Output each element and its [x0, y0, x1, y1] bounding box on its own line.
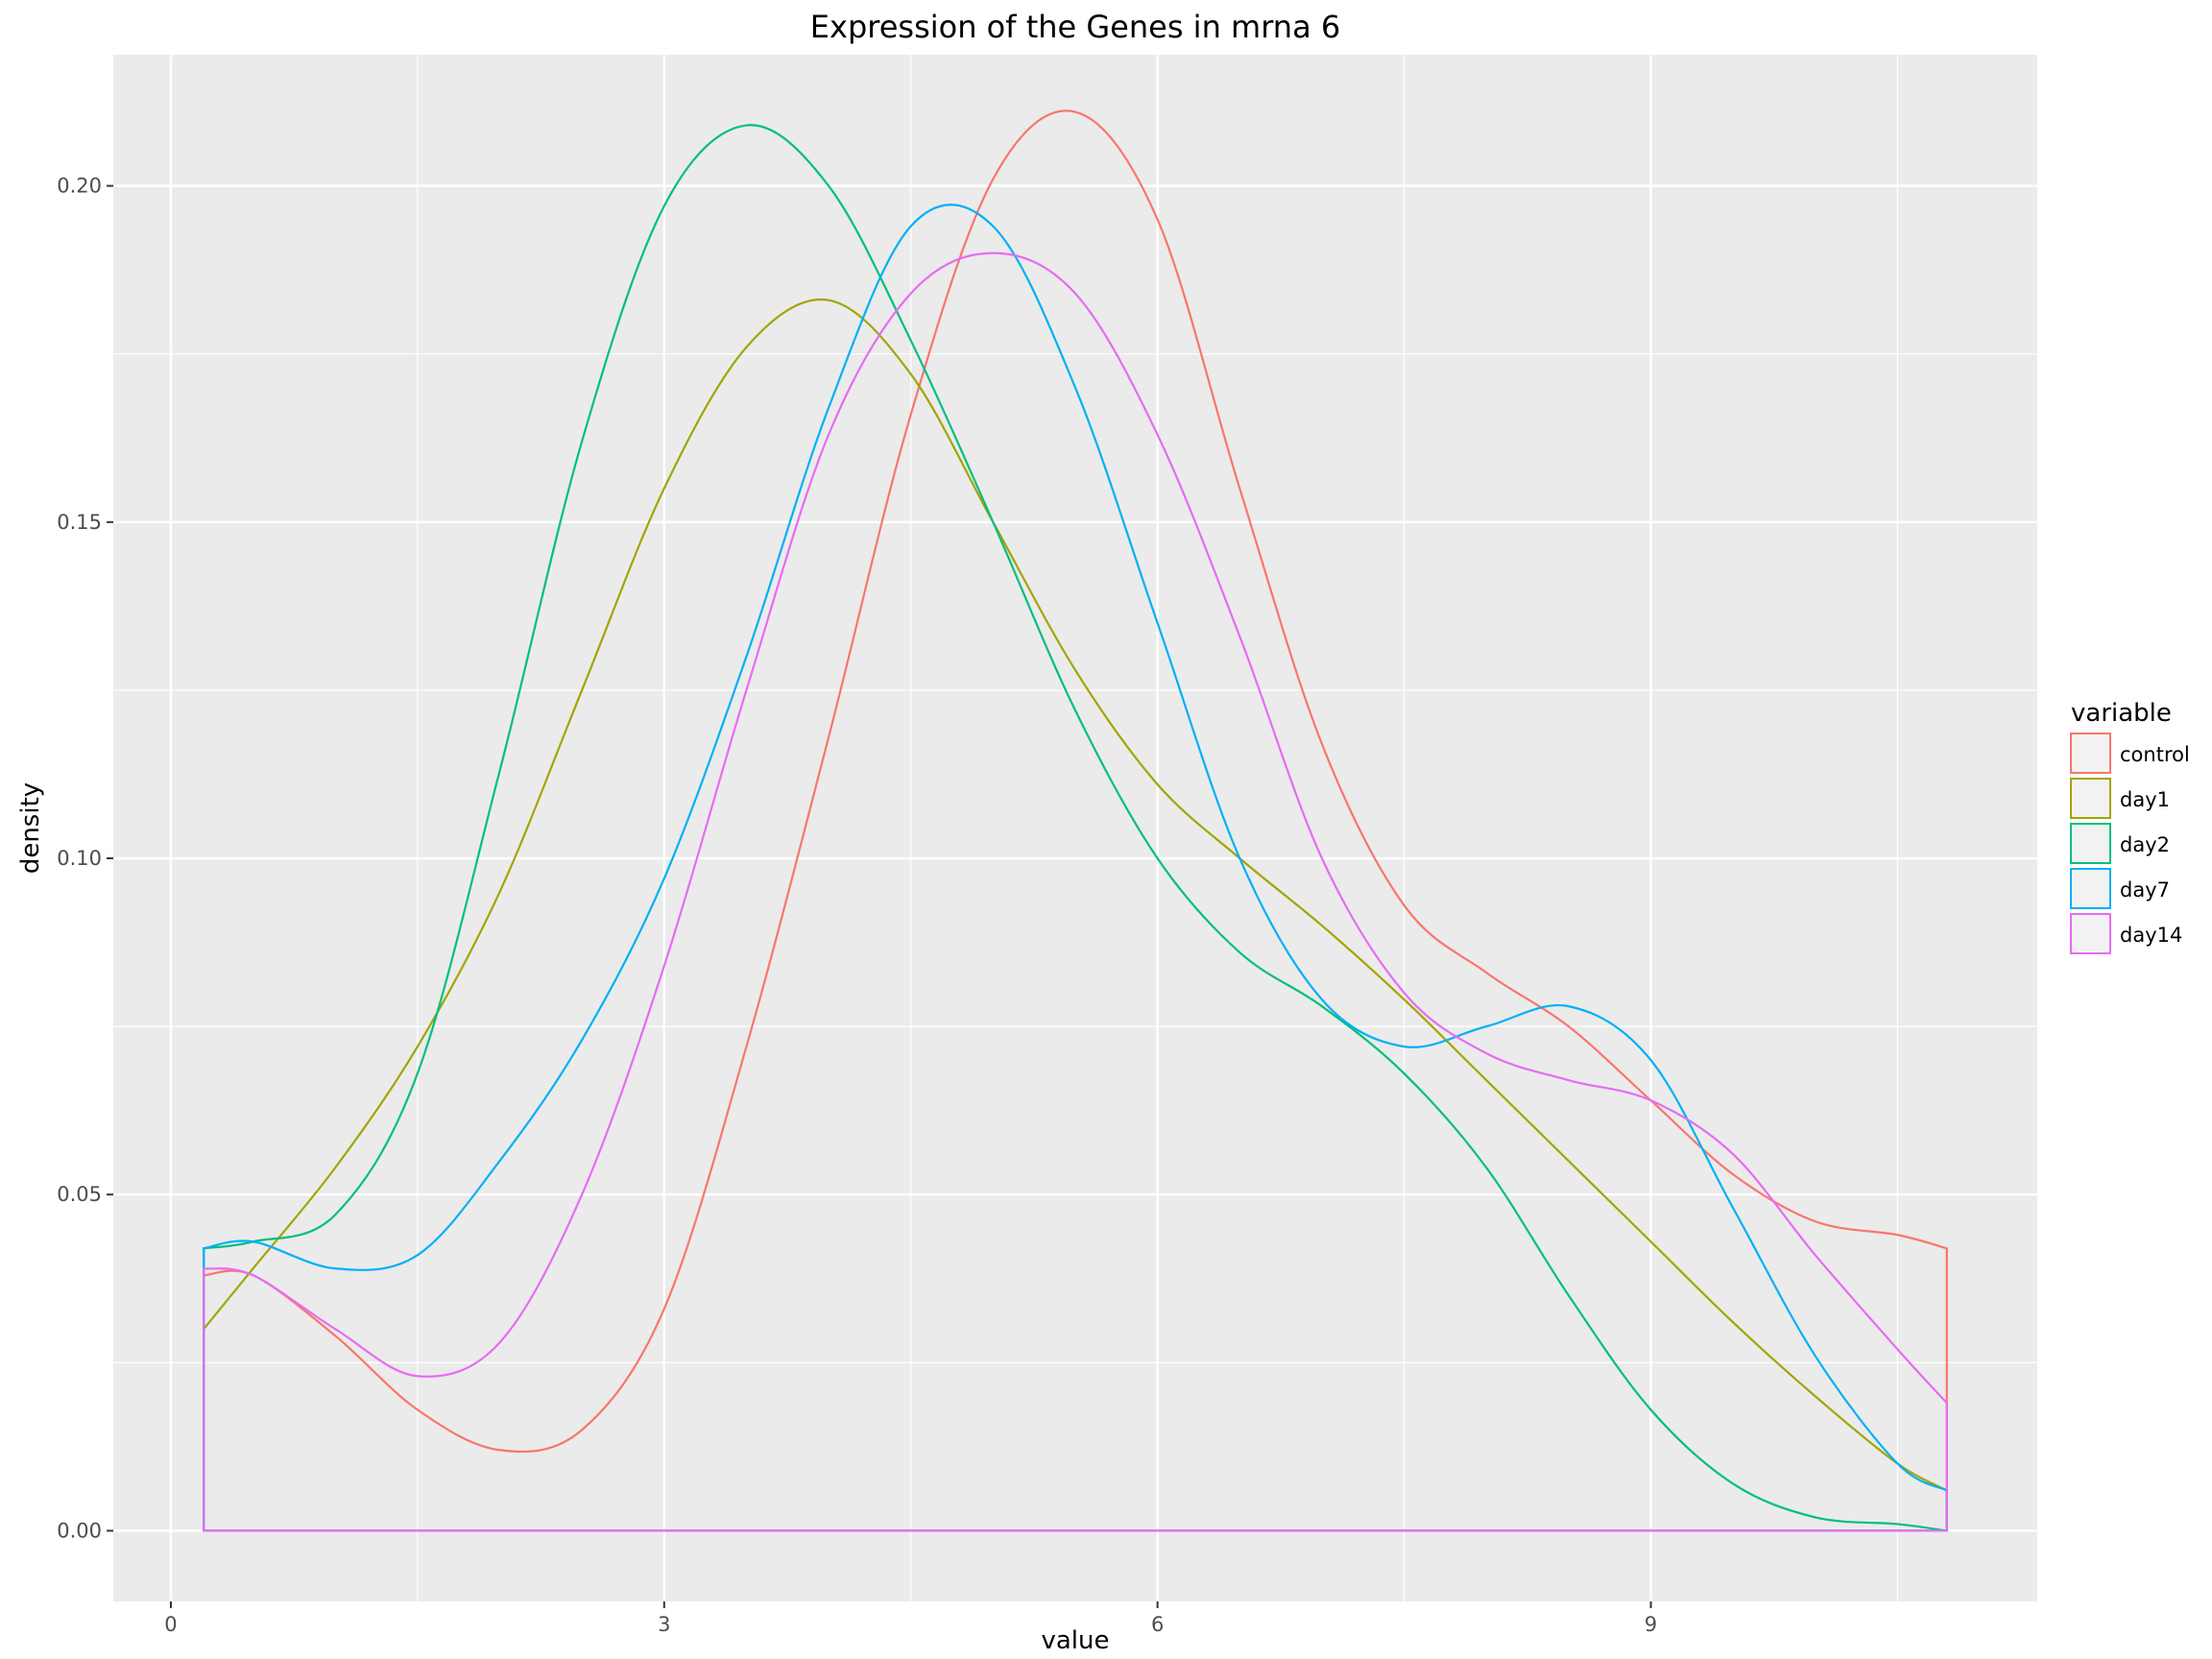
density-curves: [203, 109, 1948, 1532]
x-tick-label: 9: [1645, 1613, 1657, 1636]
legend-key-control: [2070, 733, 2111, 774]
y-axis-title: density: [16, 782, 45, 874]
legend-item-day7: day7: [2070, 868, 2170, 909]
x-axis: 0 3 6 9: [164, 1601, 1657, 1636]
legend-key-day7: [2070, 868, 2111, 909]
minor-gridlines: [113, 55, 2037, 1601]
legend-key-day2: [2070, 823, 2111, 864]
legend-key-day1: [2070, 778, 2111, 819]
y-axis: 0.00 0.05 0.10 0.15 0.20: [57, 175, 113, 1542]
legend-title: variable: [2071, 699, 2172, 728]
y-tick-label: 0.15: [57, 511, 102, 534]
series-line-day1: [203, 298, 1948, 1532]
y-tick-label: 0.20: [57, 175, 102, 198]
legend-label-day1: day1: [2120, 788, 2170, 811]
legend-item-day2: day2: [2070, 823, 2170, 864]
x-tick-label: 3: [658, 1613, 670, 1636]
y-tick-label: 0.00: [57, 1519, 102, 1542]
legend-item-control: control: [2070, 733, 2190, 774]
legend-key-day14: [2070, 913, 2111, 954]
series-line-day14: [203, 252, 1948, 1532]
legend-label-day2: day2: [2120, 833, 2170, 856]
legend-item-day14: day14: [2070, 913, 2182, 954]
series-line-day2: [203, 124, 1948, 1532]
series-line-control: [203, 109, 1948, 1532]
series-line-day7: [203, 204, 1948, 1532]
major-gridlines: [113, 55, 2037, 1601]
legend: variable control day1 day2 day7 day14: [2070, 699, 2190, 954]
y-tick-label: 0.05: [57, 1183, 102, 1206]
chart-title: Expression of the Genes in mrna 6: [810, 9, 1340, 45]
y-tick-label: 0.10: [57, 847, 102, 870]
x-tick-label: 6: [1151, 1613, 1164, 1636]
x-tick-label: 0: [164, 1613, 177, 1636]
plot-panel: [113, 55, 2037, 1601]
legend-label-day7: day7: [2120, 878, 2170, 902]
x-axis-title: value: [1041, 1626, 1109, 1655]
legend-item-day1: day1: [2070, 778, 2170, 819]
legend-label-control: control: [2120, 743, 2190, 766]
legend-label-day14: day14: [2120, 924, 2182, 947]
legend-items: control day1 day2 day7 day14: [2070, 733, 2190, 954]
